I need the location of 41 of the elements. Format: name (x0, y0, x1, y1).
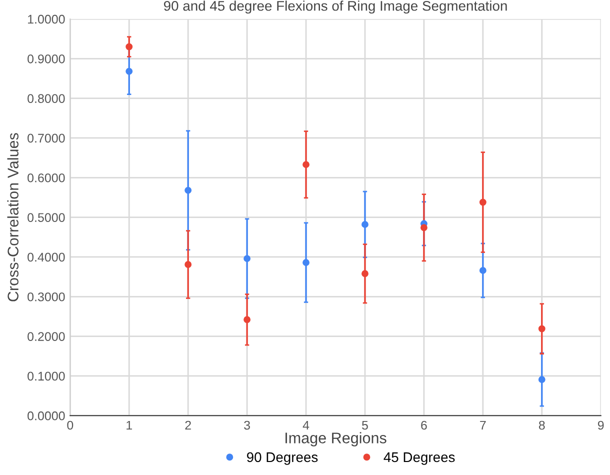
x-tick-label: 4 (302, 420, 310, 430)
x-tick-label: 9 (598, 420, 604, 430)
point (479, 266, 486, 274)
x-tick-label: 0 (67, 420, 74, 430)
x-tick-label: 5 (362, 420, 368, 430)
point (184, 186, 192, 194)
point (126, 68, 133, 75)
point (362, 270, 368, 278)
point (244, 255, 251, 262)
y-tick-label: 0.3000 (28, 292, 65, 302)
point (420, 224, 428, 232)
point (126, 43, 133, 50)
x-tick-label: 2 (185, 420, 191, 430)
point (362, 220, 368, 228)
y-axis-title: Cross-Correlation Values (7, 133, 18, 302)
point (538, 376, 546, 384)
y-tick-label: 0.8000 (28, 94, 65, 103)
point (184, 261, 192, 268)
y-tick-label: 0.4000 (28, 252, 65, 262)
y-tick-label: 1.0000 (28, 14, 65, 24)
y-tick-label: 0.5000 (28, 213, 65, 222)
y-tick-label: 0.2000 (28, 332, 65, 341)
x-tick-label: 7 (480, 420, 486, 430)
x-tick-label: 8 (538, 420, 545, 430)
point (244, 316, 251, 324)
legend-label: 90 Degrees (246, 452, 318, 465)
point (479, 198, 486, 206)
x-tick-label: 3 (244, 420, 250, 430)
legend-label: 45 Degrees (384, 452, 455, 465)
y-tick-label: 0.1000 (28, 372, 65, 381)
x-tick-label: 6 (421, 420, 427, 430)
x-axis-title: Image Regions (286, 432, 386, 446)
point (538, 325, 546, 332)
y-tick-label: 0.7000 (28, 134, 65, 143)
point (302, 259, 310, 266)
y-tick-label: 0.9000 (28, 54, 65, 64)
chart-title: 90 and 45 degree Flexions of Ring Image Segmentation (164, 0, 507, 14)
x-tick-label: 1 (126, 420, 132, 430)
y-tick-label: 0.0000 (28, 411, 65, 420)
y-tick-label: 0.6000 (28, 173, 65, 182)
point (302, 161, 310, 168)
